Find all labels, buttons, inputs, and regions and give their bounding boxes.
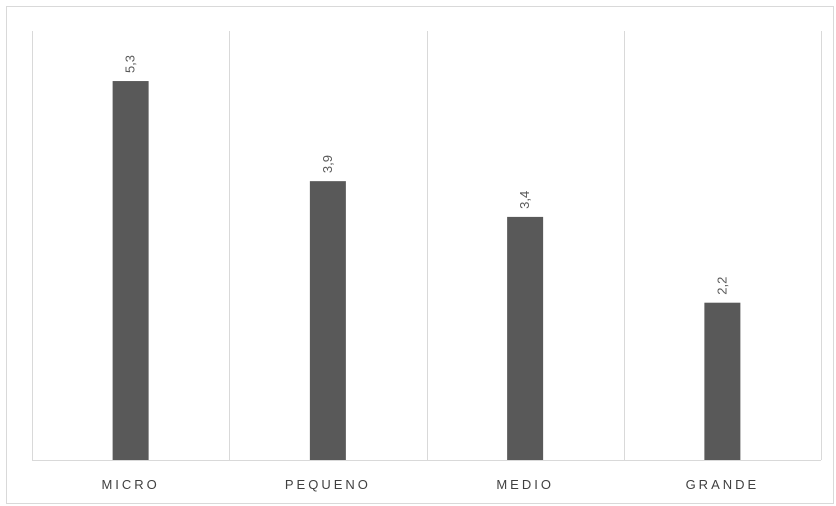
data-label-medio: 3,4 [517,191,532,209]
category-label-medio: MEDIO [496,477,554,492]
data-label-grande: 2,2 [714,277,729,295]
bar-chart: 5,3 3,9 3,4 2,2 MICRO PEQUENO MEDIO GRANDE [32,31,822,492]
bar-medio [507,216,544,460]
chart-frame: 5,3 3,9 3,4 2,2 MICRO PEQUENO MEDIO GRANDE [6,6,834,504]
data-label-micro: 5,3 [123,55,138,73]
category-label-pequeno: PEQUENO [285,477,371,492]
data-label-pequeno: 3,9 [320,155,335,173]
bar-grande [704,302,741,460]
bars-layer [112,81,741,461]
grid-layer [32,31,822,461]
category-label-micro: MICRO [101,477,159,492]
bar-pequeno [309,181,346,460]
labels-layer: 5,3 3,9 3,4 2,2 [123,55,730,295]
category-label-grande: GRANDE [686,477,760,492]
categories-layer: MICRO PEQUENO MEDIO GRANDE [101,477,760,492]
bar-micro [112,81,149,461]
